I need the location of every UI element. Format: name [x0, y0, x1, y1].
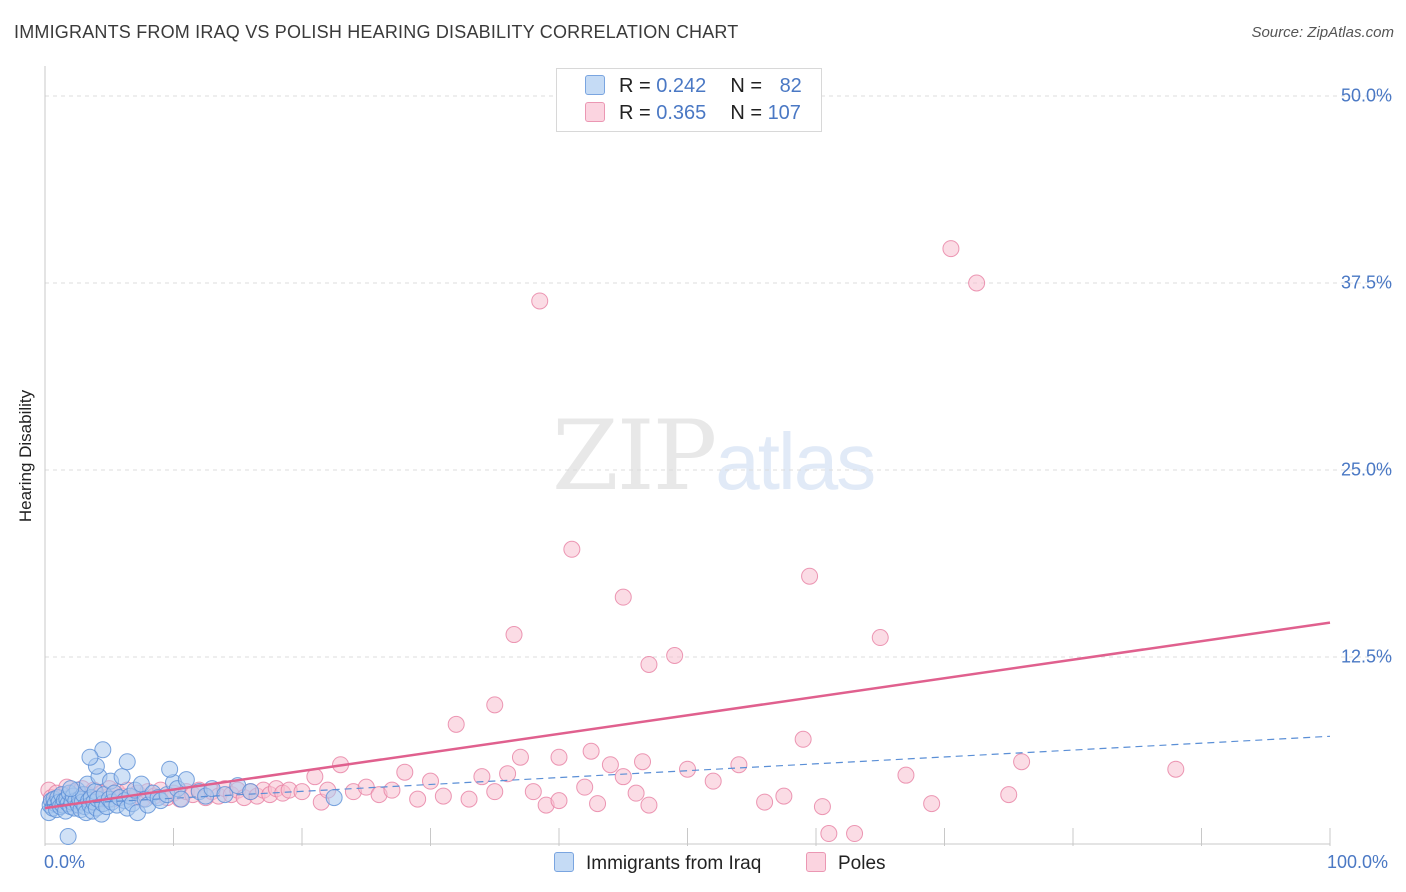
- r-value: 0.242: [656, 75, 707, 97]
- n-label: N =: [730, 102, 768, 124]
- poles-point: [422, 772, 439, 790]
- poles-point: [582, 742, 600, 760]
- poles-point: [460, 790, 478, 808]
- iraq-point: [216, 786, 234, 804]
- iraq-point: [94, 741, 112, 759]
- iraq-point: [177, 771, 195, 789]
- n-label: N =: [730, 75, 768, 97]
- poles-point: [550, 748, 568, 766]
- n-value: 82: [779, 75, 802, 97]
- source-credit: Source: ZipAtlas.com: [1251, 24, 1394, 41]
- watermark: ZIPatlas: [552, 400, 876, 512]
- poles-point: [499, 765, 517, 783]
- poles-point: [1000, 786, 1018, 804]
- stats-row-poles: R = 0.365 N = 107: [585, 102, 801, 126]
- poles-point: [434, 787, 452, 805]
- x-tick-min: 0.0%: [44, 852, 86, 872]
- y-tick-label: 12.5%: [1340, 646, 1392, 667]
- poles-point: [666, 647, 684, 665]
- poles-point: [794, 730, 812, 748]
- poles-point: [634, 753, 652, 771]
- legend-item-iraq: Immigrants from Iraq: [554, 852, 761, 875]
- poles-point: [846, 825, 864, 843]
- poles-point: [396, 763, 414, 781]
- pink-swatch: [585, 102, 605, 122]
- r-value: 0.365: [656, 102, 707, 124]
- poles-point: [704, 772, 722, 790]
- poles-point: [871, 629, 889, 647]
- iraq-point: [62, 780, 80, 798]
- legend-label-iraq: Immigrants from Iraq: [586, 853, 762, 874]
- legend-item-poles: Poles: [806, 852, 886, 875]
- poles-point: [601, 756, 619, 774]
- iraq-point: [325, 789, 343, 807]
- poles-point: [1013, 753, 1031, 771]
- poles-point: [801, 567, 819, 585]
- poles-point: [486, 696, 504, 714]
- iraq-point: [113, 768, 131, 786]
- poles-point: [614, 588, 632, 606]
- iraq-point: [172, 790, 190, 808]
- stats-legend: R = 0.242 N = 82 R = 0.365 N = 107: [556, 68, 822, 132]
- legend-swatch-poles: [806, 852, 826, 872]
- r-label: R =: [619, 75, 657, 97]
- poles-point: [942, 240, 960, 258]
- poles-point: [1167, 760, 1185, 778]
- y-tick-label: 37.5%: [1340, 272, 1392, 293]
- watermark-atlas: atlas: [715, 417, 876, 506]
- poles-point: [756, 793, 774, 811]
- iraq-point: [161, 760, 179, 778]
- poles-point: [524, 783, 542, 801]
- iraq-trend-line: [44, 735, 1331, 806]
- stats-row-iraq: R = 0.242 N = 82: [585, 75, 802, 99]
- poles-point: [505, 626, 523, 644]
- poles-point: [640, 796, 658, 814]
- blue-swatch: [585, 75, 605, 95]
- poles-point: [576, 778, 594, 796]
- poles-point: [563, 540, 581, 558]
- iraq-point: [81, 748, 99, 766]
- poles-point: [627, 784, 645, 802]
- poles-point: [447, 715, 465, 733]
- poles-point: [813, 798, 831, 816]
- poles-point: [473, 768, 491, 786]
- n-value: 107: [767, 102, 801, 124]
- y-tick-label: 25.0%: [1340, 459, 1392, 480]
- poles-point: [968, 274, 986, 292]
- legend-swatch-iraq: [554, 852, 574, 872]
- poles-points: [40, 240, 1185, 843]
- y-tick-label: 50.0%: [1340, 85, 1392, 106]
- poles-trend-line: [44, 621, 1331, 810]
- r-label: R =: [619, 102, 657, 124]
- poles-point: [409, 790, 427, 808]
- poles-point: [775, 787, 793, 805]
- poles-point: [383, 781, 401, 799]
- trend-lines: [44, 621, 1331, 810]
- poles-point: [897, 766, 915, 784]
- iraq-point: [59, 828, 77, 846]
- iraq-point: [118, 753, 136, 771]
- poles-point: [640, 655, 658, 673]
- y-axis-label: Hearing Disability: [16, 389, 35, 523]
- poles-point: [550, 792, 568, 810]
- poles-point: [614, 768, 632, 786]
- axes: [44, 66, 1331, 846]
- watermark-zip: ZIP: [552, 400, 717, 512]
- grid-lines: [45, 95, 1390, 658]
- poles-point: [730, 756, 748, 774]
- poles-point: [486, 783, 504, 801]
- poles-point: [820, 825, 838, 843]
- iraq-point: [242, 783, 260, 801]
- chart-title: IMMIGRANTS FROM IRAQ VS POLISH HEARING D…: [14, 22, 739, 42]
- legend-label-poles: Poles: [838, 853, 886, 874]
- poles-point: [511, 748, 529, 766]
- poles-point: [923, 795, 941, 813]
- poles-point: [679, 760, 696, 778]
- x-tick-max: 100.0%: [1327, 852, 1389, 872]
- poles-point: [531, 292, 549, 310]
- poles-point: [589, 795, 607, 813]
